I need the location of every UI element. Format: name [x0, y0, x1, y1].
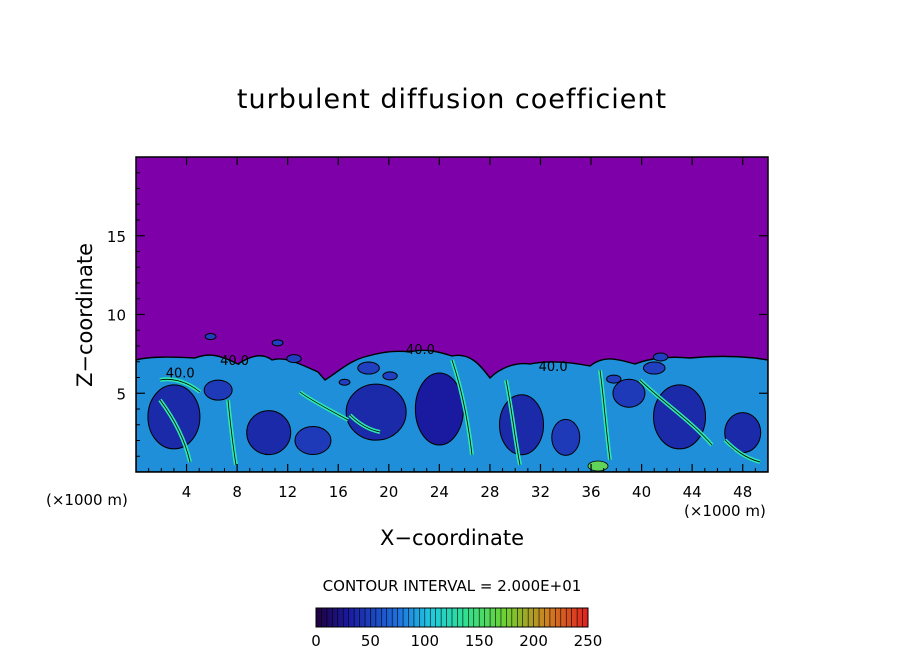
contour-line [639, 379, 713, 446]
x-tick-label: 48 [733, 483, 752, 501]
x-unit-label-left: (×1000 m) [46, 491, 128, 509]
x-tick-label: 28 [480, 483, 499, 501]
x-tick-label: 4 [182, 483, 192, 501]
cloudlet [357, 361, 380, 375]
eddy-region [294, 426, 332, 455]
contour-interval-label: CONTOUR INTERVAL = 2.000E+01 [322, 577, 582, 595]
colorbar-tick-label: 150 [465, 632, 494, 650]
contour-label: 40.0 [539, 360, 568, 375]
peak-region [587, 460, 609, 472]
chart-title: turbulent diffusion coefficient [236, 84, 668, 115]
x-unit-label-right: (×1000 m) [684, 502, 766, 520]
eddy-region [414, 372, 464, 446]
contour-line [159, 399, 191, 463]
eddy-region [551, 418, 581, 456]
colorbar-tick-label: 200 [519, 632, 548, 650]
eddy-region [147, 384, 201, 450]
x-tick-label: 16 [329, 483, 348, 501]
y-tick-label: 5 [116, 385, 126, 403]
colorbar-tick-label: 250 [574, 632, 603, 650]
contour-line [505, 379, 521, 466]
colorbar-tick-label: 0 [311, 632, 321, 650]
contour-label: 40.0 [166, 367, 195, 382]
cloudlet [271, 339, 284, 347]
contour-line [349, 414, 381, 433]
colorbar: 0 50 100 150 200 250 [311, 607, 603, 650]
contour-line [227, 399, 237, 466]
eddy-region [612, 378, 646, 408]
cloudlet [606, 374, 622, 384]
cloudlet [652, 352, 669, 362]
cloudlet [382, 371, 398, 381]
cloudlet [338, 378, 351, 386]
x-tick-label: 24 [430, 483, 449, 501]
contour-line [159, 378, 201, 393]
eddy-region [246, 410, 292, 456]
contour-line [451, 359, 473, 456]
colorbar-frame [315, 607, 589, 628]
cloudlet [286, 354, 302, 364]
x-axis-label: X−coordinate [380, 526, 524, 550]
contour-line [724, 439, 761, 463]
x-tick-label: 36 [581, 483, 600, 501]
x-tick-label: 12 [278, 483, 297, 501]
contour-line [299, 391, 349, 421]
contour-label: 40.0 [220, 354, 249, 369]
cloudlet [204, 333, 217, 341]
y-tick-label: 10 [107, 307, 126, 325]
y-tick-label: 15 [107, 228, 126, 246]
colorbar-tick-label: 100 [410, 632, 439, 650]
eddy-region [499, 394, 545, 456]
x-tick-label: 32 [531, 483, 550, 501]
x-tick-label: 44 [683, 483, 702, 501]
colorbar-tick-label: 50 [361, 632, 380, 650]
eddy-region [203, 379, 233, 401]
x-tick-label: 20 [379, 483, 398, 501]
cloudlet [642, 361, 666, 375]
contour-line [599, 369, 611, 461]
x-tick-label: 8 [232, 483, 242, 501]
contour-label: 40.0 [406, 343, 435, 358]
x-tick-label: 40 [632, 483, 651, 501]
